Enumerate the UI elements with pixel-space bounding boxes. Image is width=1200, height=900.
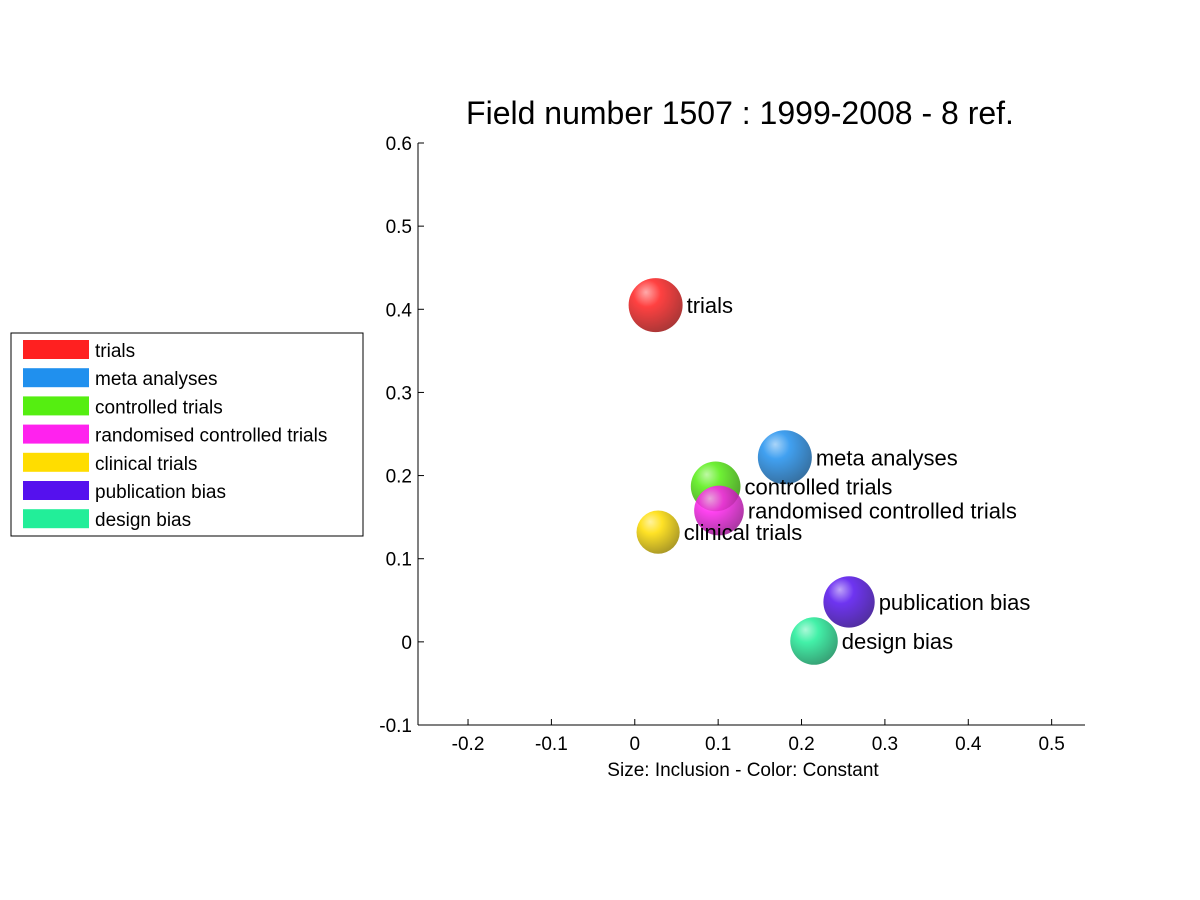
legend-swatch — [23, 452, 89, 472]
point-trials — [628, 278, 683, 333]
point-design-bias — [790, 617, 838, 665]
x-tick-label: 0 — [629, 734, 640, 755]
legend-swatch — [23, 481, 89, 500]
legend-swatch — [23, 424, 89, 444]
chart-title: Field number 1507 : 1999-2008 - 8 ref. — [466, 95, 1014, 131]
y-tick-label: 0.1 — [386, 550, 412, 571]
x-tick-label: -0.2 — [452, 734, 485, 755]
point-label: design bias — [842, 629, 953, 654]
y-tick-label: 0.4 — [386, 300, 413, 321]
point-label: clinical trials — [684, 520, 803, 545]
point-labels: trials meta analyses controlled trialsrand… — [684, 293, 1031, 654]
x-tick-label: 0.3 — [872, 734, 898, 755]
point-label: publication bias — [879, 590, 1031, 615]
point-meta-analyses — [757, 430, 812, 485]
point-clinical-trials — [636, 510, 680, 554]
legend-label: controlled trials — [95, 397, 223, 418]
y-tick-label: -0.1 — [379, 716, 412, 737]
point-label: controlled trials — [744, 474, 892, 499]
y-tick-label: 0.5 — [386, 217, 412, 238]
y-tick-label: 0.2 — [386, 467, 412, 488]
legend-swatch — [23, 368, 89, 388]
y-tick-label: 0.3 — [386, 383, 412, 404]
legend-swatch — [23, 340, 89, 359]
data-points — [628, 278, 875, 665]
point-label: trials — [687, 293, 733, 318]
y-tick-label: 0 — [401, 633, 412, 654]
x-tick-label: 0.1 — [705, 734, 731, 755]
legend-swatch — [23, 509, 89, 529]
x-tick-label: 0.5 — [1038, 734, 1064, 755]
x-axis-label: Size: Inclusion - Color: Constant — [607, 760, 879, 781]
legend-label: design bias — [95, 510, 191, 531]
legend-label: randomised controlled trials — [95, 426, 327, 447]
x-tick-label: 0.2 — [788, 734, 814, 755]
legend-label: trials — [95, 341, 135, 362]
axes: -0.1 0 0.1 0.2 0.3 0.4 0.5 0.6 -0.2 -0.1 0 0.1 0.2 0.… — [379, 134, 1085, 755]
point-label: meta analyses — [816, 445, 958, 470]
legend-label: publication bias — [95, 482, 226, 503]
point-label: randomised controlled trials — [748, 498, 1017, 523]
x-tick-label: -0.1 — [535, 734, 568, 755]
legend: trials meta analyses controlled trials rand… — [10, 332, 364, 537]
y-tick-label: 0.6 — [386, 134, 412, 155]
legend-swatch — [23, 396, 89, 416]
legend-label: meta analyses — [95, 369, 218, 390]
point-randomised-controlled-trials — [694, 485, 744, 536]
point-publication-bias — [823, 576, 875, 628]
x-tick-label: 0.4 — [955, 734, 982, 755]
legend-label: clinical trials — [95, 454, 197, 475]
